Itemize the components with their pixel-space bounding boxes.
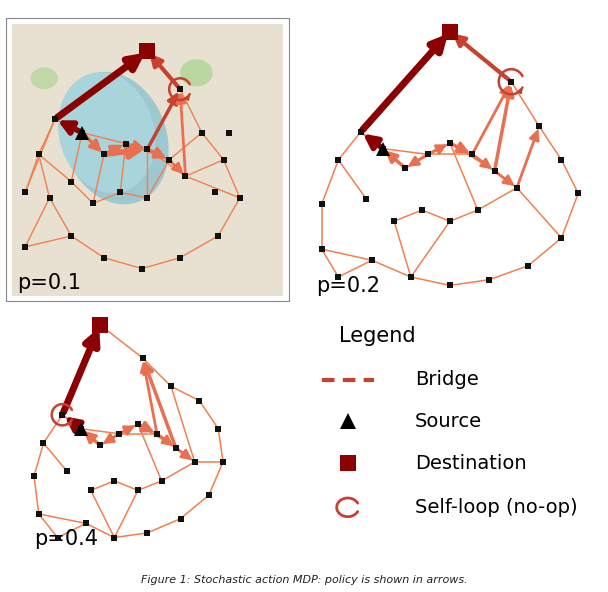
Ellipse shape — [58, 72, 155, 193]
Text: Self-loop (no-op): Self-loop (no-op) — [415, 498, 578, 517]
Text: Source: Source — [415, 412, 482, 431]
Text: Bridge: Bridge — [415, 370, 478, 389]
FancyBboxPatch shape — [12, 24, 283, 296]
Ellipse shape — [180, 59, 213, 86]
Text: p=0.1: p=0.1 — [18, 273, 81, 292]
Text: Destination: Destination — [415, 453, 527, 472]
Ellipse shape — [30, 67, 58, 89]
Text: p=0.4: p=0.4 — [35, 529, 98, 549]
Ellipse shape — [61, 72, 168, 204]
Text: Legend: Legend — [339, 326, 416, 346]
Text: p=0.2: p=0.2 — [317, 276, 381, 296]
Text: Figure 1: Stochastic action MDP: policy is shown in arrows.: Figure 1: Stochastic action MDP: policy … — [140, 575, 468, 585]
